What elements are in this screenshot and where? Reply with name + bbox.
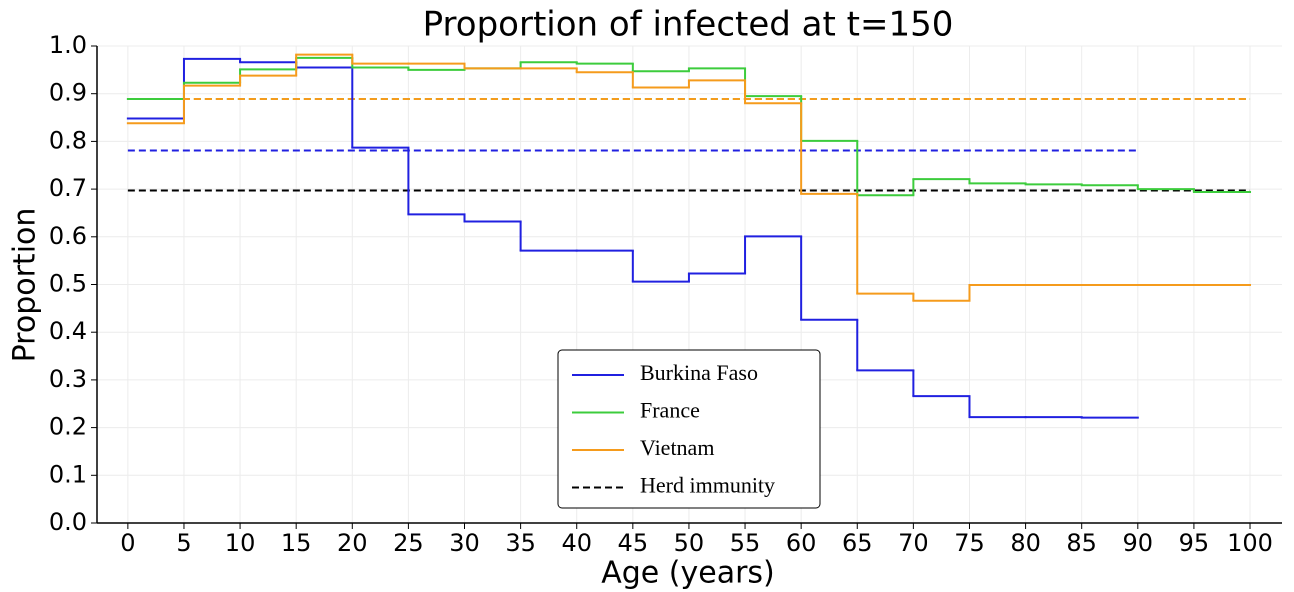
legend-label: Vietnam xyxy=(640,435,714,460)
y-tick-label: 0.0 xyxy=(49,508,87,536)
x-tick-label: 35 xyxy=(505,529,536,557)
y-tick-label: 0.5 xyxy=(49,270,87,298)
x-tick-label: 30 xyxy=(449,529,480,557)
legend-box xyxy=(557,349,821,509)
x-tick-label: 5 xyxy=(176,529,191,557)
x-axis-label: Age (years) xyxy=(601,556,775,591)
chart-title: Proportion of infected at t=150 xyxy=(423,5,954,45)
x-tick-label: 75 xyxy=(954,529,985,557)
x-tick-label: 80 xyxy=(1010,529,1041,557)
legend: Burkina Faso France Vietnam Herd immunity xyxy=(557,349,821,509)
y-tick-label: 0.6 xyxy=(49,222,87,250)
x-tick-label: 50 xyxy=(674,529,705,557)
y-tick-label: 0.8 xyxy=(49,126,87,154)
y-tick-label: 0.9 xyxy=(49,79,87,107)
x-tick-label: 60 xyxy=(786,529,817,557)
y-tick-label: 0.2 xyxy=(49,413,87,441)
y-tick-label: 0.4 xyxy=(49,317,87,345)
legend-label: Herd immunity xyxy=(640,473,775,498)
x-tick-label: 45 xyxy=(618,529,649,557)
legend-label: Burkina Faso xyxy=(640,360,758,385)
x-tick-label: 65 xyxy=(842,529,873,557)
x-tick-label: 25 xyxy=(393,529,424,557)
y-tick-label: 0.1 xyxy=(49,460,87,488)
x-tick-label: 90 xyxy=(1123,529,1154,557)
y-tick-label: 0.7 xyxy=(49,174,87,202)
y-axis-label: Proportion xyxy=(8,208,43,363)
y-tick-label: 1.0 xyxy=(49,31,87,59)
x-tick-label: 0 xyxy=(120,529,135,557)
x-tick-label: 40 xyxy=(561,529,592,557)
x-tick-label: 55 xyxy=(730,529,761,557)
y-tick-label: 0.3 xyxy=(49,365,87,393)
x-tick-label: 10 xyxy=(225,529,256,557)
x-tick-label: 15 xyxy=(281,529,312,557)
x-tick-label: 85 xyxy=(1066,529,1097,557)
x-tick-label: 20 xyxy=(337,529,368,557)
x-tick-label: 95 xyxy=(1179,529,1210,557)
x-tick-label: 70 xyxy=(898,529,929,557)
legend-label: France xyxy=(640,398,700,423)
x-tick-label: 100 xyxy=(1227,529,1273,557)
